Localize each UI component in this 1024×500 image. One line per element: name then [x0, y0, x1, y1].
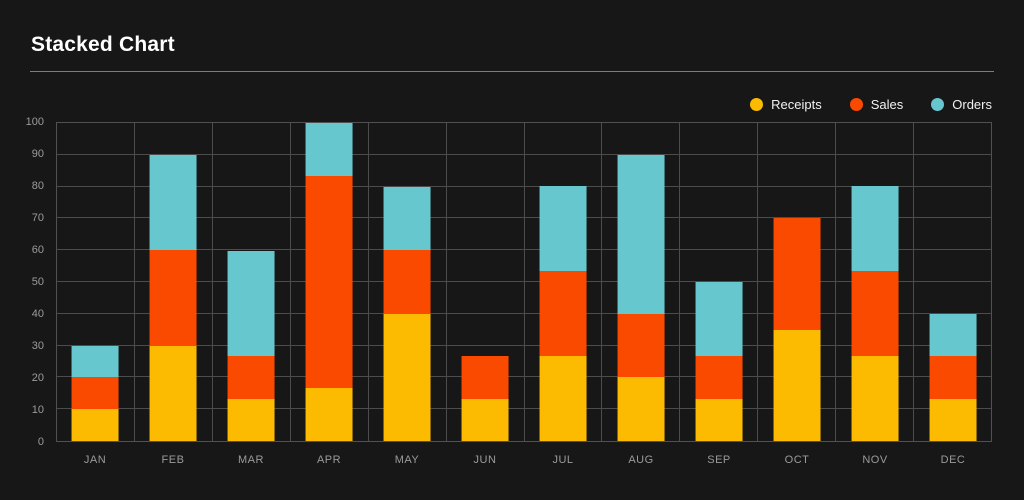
y-tick-label: 0 — [37, 436, 44, 448]
bar-segment-receipts-sep[interactable] — [695, 398, 743, 441]
chart-legend: Receipts Sales Orders — [750, 97, 992, 112]
x-tick-label-apr: APR — [316, 454, 342, 466]
y-tick-label: 70 — [31, 212, 44, 224]
bar-segment-sales-aug[interactable] — [617, 313, 665, 378]
bar-segment-sales-jan[interactable] — [71, 377, 119, 410]
bar-segment-sales-may[interactable] — [383, 250, 431, 314]
x-tick-label-jan: JAN — [83, 454, 107, 466]
category-column-jan — [57, 123, 135, 441]
stacked-bar-jan — [71, 123, 119, 441]
bar-segment-receipts-jun[interactable] — [461, 398, 509, 441]
stacked-bar-oct — [773, 123, 821, 441]
stacked-bar-jul — [539, 123, 587, 441]
x-tick-label-aug: AUG — [628, 454, 654, 466]
x-tick-label-may: MAY — [394, 454, 420, 466]
stacked-bar-may — [383, 123, 431, 441]
category-column-jun — [447, 123, 525, 441]
category-column-may — [369, 123, 447, 441]
y-tick-label: 40 — [31, 308, 44, 320]
legend-label: Orders — [952, 97, 992, 112]
y-tick-label: 90 — [31, 148, 44, 160]
bar-segment-orders-may[interactable] — [383, 186, 431, 251]
legend-item-receipts[interactable]: Receipts — [750, 97, 822, 112]
category-column-apr — [291, 123, 369, 441]
bar-segment-receipts-aug[interactable] — [617, 377, 665, 441]
bar-segment-sales-nov[interactable] — [851, 271, 899, 357]
category-column-sep — [680, 123, 759, 441]
category-column-mar — [213, 123, 291, 441]
y-tick-label: 30 — [31, 340, 44, 352]
bar-segment-receipts-nov[interactable] — [851, 356, 899, 441]
y-tick-label: 50 — [31, 276, 44, 288]
bar-segment-sales-feb[interactable] — [149, 250, 197, 346]
stacked-bar-apr — [305, 123, 353, 441]
category-column-nov — [836, 123, 915, 441]
legend-swatch-icon — [849, 98, 863, 111]
bar-segment-sales-oct[interactable] — [773, 218, 821, 330]
legend-item-orders[interactable]: Orders — [931, 97, 992, 112]
y-tick-label: 80 — [31, 180, 44, 192]
bar-segment-orders-mar[interactable] — [227, 250, 275, 357]
stacked-bar-nov — [851, 123, 899, 441]
y-tick-label: 60 — [31, 244, 44, 256]
bar-segment-sales-jul[interactable] — [539, 271, 587, 357]
x-tick-label-dec: DEC — [940, 454, 966, 466]
legend-item-sales[interactable]: Sales — [849, 97, 904, 112]
bar-segment-receipts-apr[interactable] — [305, 387, 353, 441]
stacked-bar-dec — [929, 123, 977, 441]
x-tick-label-feb: FEB — [161, 454, 185, 466]
bar-segment-orders-feb[interactable] — [149, 154, 197, 251]
x-tick-label-mar: MAR — [238, 454, 264, 466]
y-tick-label: 20 — [31, 372, 44, 384]
x-tick-label-oct: OCT — [784, 454, 810, 466]
bar-segment-orders-sep[interactable] — [695, 282, 743, 357]
x-tick-label-nov: NOV — [862, 454, 888, 466]
bar-segment-orders-jul[interactable] — [539, 186, 587, 272]
x-tick-label-jun: JUN — [473, 454, 497, 466]
category-column-dec — [914, 123, 991, 441]
category-column-oct — [758, 123, 837, 441]
y-axis-labels: 0 10 20 30 40 50 60 70 80 90 100 — [0, 117, 48, 448]
bar-segment-receipts-feb[interactable] — [149, 345, 197, 441]
bar-segment-sales-apr[interactable] — [305, 176, 353, 388]
bar-segment-sales-dec[interactable] — [929, 356, 977, 399]
plot-area — [56, 122, 992, 442]
bar-segment-receipts-dec[interactable] — [929, 398, 977, 441]
legend-label: Receipts — [771, 97, 822, 112]
y-tick-label: 100 — [25, 116, 44, 128]
page-title: Stacked Chart — [31, 33, 175, 56]
bar-segment-orders-dec[interactable] — [929, 314, 977, 357]
bar-segment-orders-jan[interactable] — [71, 345, 119, 378]
y-tick-label: 10 — [31, 404, 44, 416]
bar-segment-orders-nov[interactable] — [851, 186, 899, 272]
bar-segment-receipts-jul[interactable] — [539, 356, 587, 441]
x-axis-labels: JAN FEB MAR APR MAY JUN JUL AUG SEP OCT NOV DEC — [56, 454, 992, 470]
x-tick-label-jul: JUL — [552, 454, 574, 466]
stacked-bar-jun — [461, 123, 509, 441]
title-divider — [30, 71, 994, 72]
stacked-bar-aug — [617, 123, 665, 441]
stacked-bar-sep — [695, 123, 743, 441]
bar-segment-receipts-mar[interactable] — [227, 398, 275, 441]
category-column-jul — [525, 123, 603, 441]
bar-segment-receipts-jan[interactable] — [71, 409, 119, 441]
bar-segment-receipts-may[interactable] — [383, 313, 431, 441]
x-tick-label-sep: SEP — [707, 454, 731, 466]
bar-segment-sales-mar[interactable] — [227, 356, 275, 399]
bar-segment-receipts-oct[interactable] — [773, 329, 821, 441]
category-column-feb — [135, 123, 213, 441]
legend-swatch-icon — [931, 98, 945, 111]
category-column-aug — [602, 123, 681, 441]
bar-segment-sales-sep[interactable] — [695, 356, 743, 399]
bar-segment-orders-apr[interactable] — [305, 123, 353, 177]
bar-segment-orders-aug[interactable] — [617, 154, 665, 314]
legend-swatch-icon — [750, 98, 764, 111]
legend-label: Sales — [870, 97, 904, 112]
stacked-bar-feb — [149, 123, 197, 441]
bar-segment-sales-jun[interactable] — [461, 356, 509, 399]
stacked-bar-mar — [227, 123, 275, 441]
